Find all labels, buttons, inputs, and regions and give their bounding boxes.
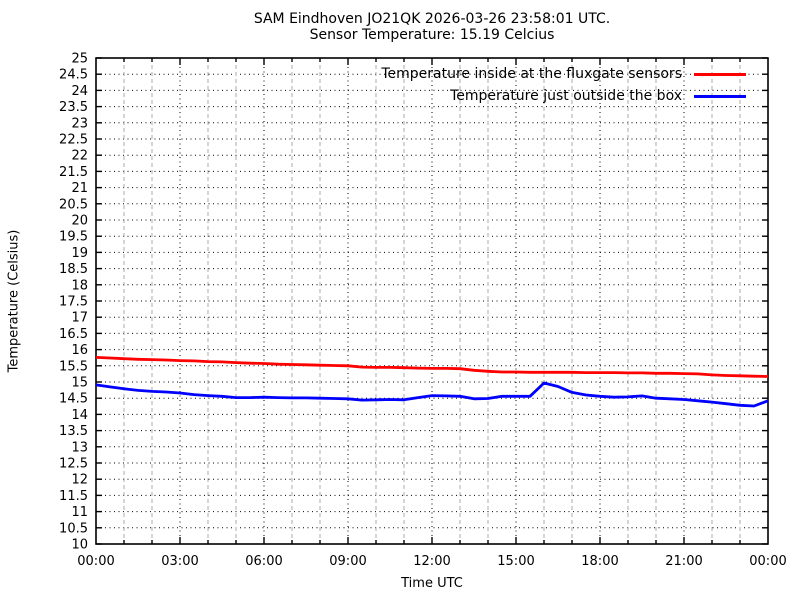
y-tick-label: 13.5 [59,424,88,439]
y-tick-label: 15 [71,376,88,391]
y-tick-label: 10 [71,538,88,553]
legend-item-outside: Temperature just outside the box [381,85,746,107]
y-tick-label: 20 [71,214,88,229]
y-tick-label: 13 [71,440,88,455]
y-tick-label: 21.5 [59,165,88,180]
y-tick-label: 14 [71,408,88,423]
y-tick-label: 12.5 [59,457,88,472]
y-tick-label: 19.5 [59,230,88,245]
y-tick-label: 18 [71,278,88,293]
legend: Temperature inside at the fluxgate senso… [381,63,746,107]
x-axis-title: Time UTC [401,576,463,591]
y-tick-label: 20.5 [59,197,88,212]
x-tick-label: 21:00 [665,554,702,569]
legend-swatch-inside-line [694,72,746,76]
y-tick-label: 14.5 [59,392,88,407]
legend-label-inside: Temperature inside at the fluxgate senso… [381,66,682,82]
series-line-inside [95,356,769,378]
y-tick-label: 11.5 [59,489,88,504]
y-tick-label: 23.5 [59,100,88,115]
x-tick-label: 12:00 [413,554,450,569]
y-tick-label: 24 [71,84,88,99]
y-tick-label: 17.5 [59,295,88,310]
chart-title: SAM Eindhoven JO21QK 2026-03-26 23:58:01… [253,11,611,27]
y-tick-label: 16.5 [59,327,88,342]
y-tick-label: 21 [71,181,88,196]
y-tick-label: 18.5 [59,262,88,277]
x-tick-label: 06:00 [245,554,282,569]
chart-header: SAM Eindhoven JO21QK 2026-03-26 23:58:01… [96,11,768,43]
series-line-outside [95,381,769,408]
y-tick-label: 10.5 [59,521,88,536]
y-tick-label: 17 [71,311,88,326]
x-tick-label: 03:00 [161,554,198,569]
y-tick-label: 15.5 [59,359,88,374]
x-tick-label: 09:00 [329,554,366,569]
legend-item-inside: Temperature inside at the fluxgate senso… [381,63,746,85]
y-tick-label: 24.5 [59,68,88,83]
x-tick-label: 00:00 [77,554,114,569]
plot-frame [95,57,769,545]
y-tick-label: 25 [71,52,88,67]
y-tick-label: 16 [71,343,88,358]
legend-swatch-outside-line [694,94,746,98]
x-tick-label: 15:00 [497,554,534,569]
y-tick-label: 11 [71,505,88,520]
y-tick-label: 22.5 [59,133,88,148]
chart-subtitle: Sensor Temperature: 15.19 Celcius [309,27,555,43]
y-tick-label: 12 [71,473,88,488]
y-tick-label: 22 [71,149,88,164]
y-tick-label: 23 [71,116,88,131]
x-tick-label: 00:00 [749,554,786,569]
y-tick-label: 19 [71,246,88,261]
x-tick-label: 18:00 [581,554,618,569]
legend-label-outside: Temperature just outside the box [450,88,682,104]
